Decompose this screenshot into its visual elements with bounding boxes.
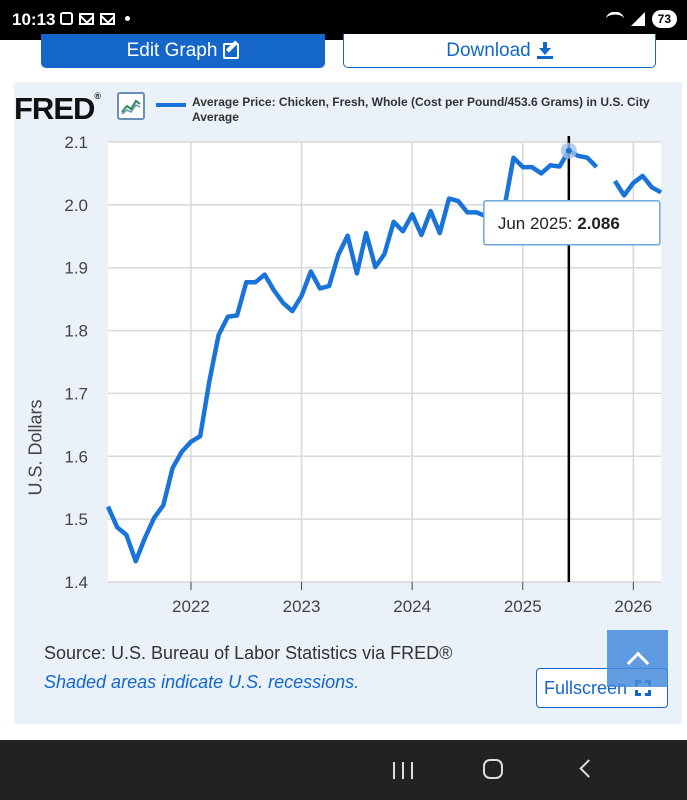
- recent-apps-icon[interactable]: [393, 762, 413, 779]
- y-tick-label: 1.5: [64, 510, 88, 529]
- x-tick-label: 2022: [172, 597, 210, 616]
- wifi-icon: [605, 11, 624, 26]
- gmail-icon: [79, 12, 94, 25]
- recession-note: Shaded areas indicate U.S. recessions.: [44, 672, 360, 692]
- graph-panel: FRED® Average Price: Chicken, Fresh, Who…: [14, 82, 682, 724]
- signal-icon: [630, 12, 645, 26]
- y-tick-label: 2.0: [64, 196, 88, 215]
- tooltip-text: Jun 2025: 2.086: [498, 214, 620, 233]
- fullscreen-label: Fullscreen: [544, 677, 628, 698]
- download-label: Download: [446, 39, 531, 61]
- system-icons: 73: [605, 10, 677, 28]
- home-icon[interactable]: [483, 759, 503, 779]
- fred-logo[interactable]: FRED®: [14, 91, 102, 126]
- graph-toolbar: Edit Graph Download: [0, 34, 687, 80]
- battery-level: 73: [651, 10, 677, 28]
- x-tick-label: 2026: [614, 597, 652, 616]
- x-tick-label: 2025: [504, 597, 542, 616]
- x-tick-label: 2023: [283, 597, 321, 616]
- edit-graph-button[interactable]: Edit Graph: [41, 34, 325, 68]
- line-chart-icon: [117, 92, 145, 120]
- legend-label: Average Price: Chicken, Fresh, Whole (Co…: [192, 95, 650, 124]
- y-tick-label: 1.6: [64, 447, 88, 466]
- y-tick-label: 2.1: [64, 133, 88, 152]
- hover-marker-dot: [565, 147, 572, 154]
- y-tick-label: 1.7: [64, 384, 88, 403]
- series-line: [105, 148, 599, 564]
- edit-graph-label: Edit Graph: [126, 40, 218, 61]
- y-tick-label: 1.4: [64, 573, 88, 592]
- notification-icons: [60, 12, 130, 25]
- chevron-up-icon: [626, 651, 649, 674]
- back-icon[interactable]: [579, 759, 598, 778]
- more-notifications-dot-icon: [125, 16, 130, 21]
- gmail-icon: [100, 12, 115, 25]
- line-chart[interactable]: 1.4 1.5 1.6 1.7 1.8 1.9 2.0 2.1 2022 2023 2024 2025…: [14, 82, 682, 622]
- download-icon: [536, 42, 553, 59]
- tooltip-box: [483, 200, 661, 246]
- download-button[interactable]: Download: [343, 34, 656, 68]
- source-note: Source: U.S. Bureau of Labor Statistics …: [44, 643, 453, 663]
- fullscreen-button[interactable]: Fullscreen: [536, 668, 668, 708]
- edit-icon: [223, 43, 240, 59]
- status-time: 10:13: [12, 10, 56, 29]
- screenshot-icon: [60, 12, 73, 25]
- scroll-to-top-button[interactable]: [607, 630, 668, 687]
- y-tick-label: 1.9: [64, 259, 88, 278]
- x-tick-label: 2024: [393, 597, 431, 616]
- legend-swatch: [156, 103, 186, 107]
- navigation-bar: [0, 740, 687, 800]
- series-line: [613, 173, 663, 198]
- status-bar: 10:13 73: [0, 0, 687, 40]
- y-tick-label: 1.8: [64, 322, 88, 341]
